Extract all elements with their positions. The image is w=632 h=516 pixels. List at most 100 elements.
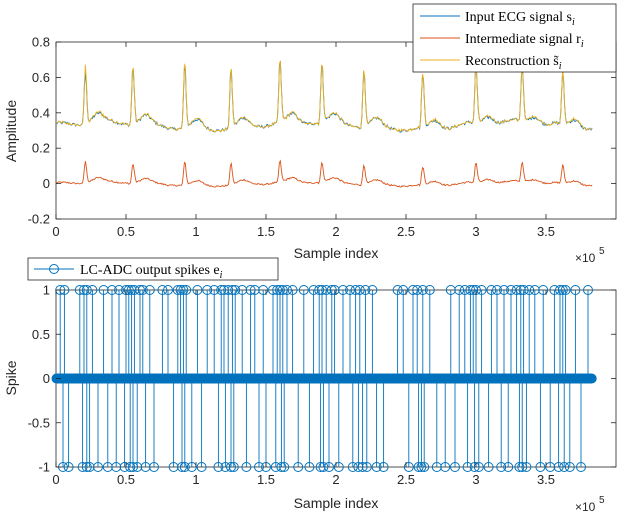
negative-spike-marker	[93, 462, 103, 472]
positive-spike-marker	[529, 285, 540, 295]
bottom-x-tick-label: 1	[192, 472, 199, 487]
top-y-tick-label: -0.2	[28, 212, 50, 227]
negative-spike-marker	[119, 462, 130, 472]
bottom-x-tick-label: 0.5	[117, 472, 135, 487]
bottom-legend: LC-ADC output spikes ei	[27, 257, 279, 281]
bottom-x-ticks: 0 0.5 1 1.5 2 2.5 3 3.5	[52, 290, 555, 487]
positive-spike-marker	[486, 285, 497, 295]
negative-spike-marker	[462, 462, 473, 472]
positive-spike-marker	[216, 285, 227, 295]
negative-spike-marker	[496, 462, 507, 472]
positive-spike-marker	[354, 285, 365, 295]
negative-spike-marker	[431, 462, 442, 472]
positive-spike-marker	[468, 285, 479, 295]
negative-spike-marker	[270, 462, 281, 472]
negative-spike-marker	[140, 462, 151, 472]
positive-spike-marker	[549, 285, 560, 295]
positive-spike-marker	[209, 285, 220, 295]
svg-text:LC-ADC output spikes ei: LC-ADC output spikes ei	[80, 263, 223, 281]
top-y-ticks: -0.2 0 0.2 0.4 0.6 0.8	[28, 35, 616, 227]
negative-spike-marker	[213, 462, 224, 472]
positive-spike-marker	[126, 285, 137, 295]
positive-spike-marker	[314, 285, 325, 295]
positive-spike-marker	[518, 285, 529, 295]
positive-spike-marker	[345, 285, 355, 295]
negative-spike-marker	[514, 462, 525, 472]
positive-spike-marker	[181, 285, 192, 295]
bottom-chart: -1 -0.5 0 0.5 1 0 0.5 1 1.5 2 2.5 3 3.5 Spike Sampl…	[3, 257, 617, 514]
negative-spike-marker	[371, 462, 382, 472]
bottom-y-tick-label: 0.5	[32, 327, 50, 342]
bottom-x-tick-label: 3.5	[537, 472, 555, 487]
top-x-axis-label: Sample index	[294, 245, 379, 261]
top-x-ticks: 0 0.5 1 1.5 2 2.5 3 3.5	[52, 42, 555, 239]
svg-text:×10: ×10	[575, 500, 596, 514]
positive-spike-marker	[237, 285, 248, 295]
legend-entry-reconstruction: Reconstruction s̃i	[420, 54, 562, 72]
positive-spike-marker	[282, 285, 292, 295]
negative-spike-marker	[254, 462, 264, 472]
negative-spike-marker	[81, 462, 92, 472]
positive-spike-marker	[249, 285, 260, 295]
negative-spike-marker	[450, 462, 460, 472]
top-y-axis-label: Amplitude	[3, 100, 19, 162]
positive-spike-marker	[123, 285, 134, 295]
positive-spike-marker	[454, 285, 465, 295]
negative-spike-marker	[84, 462, 95, 472]
positive-spike-marker	[202, 285, 213, 295]
top-chart: -0.200.20.40.60.8 0 0.5 1 1.5 2 2.5 3 3.5 Ampli…	[3, 3, 617, 265]
positive-spike-marker	[163, 285, 173, 295]
negative-spike-marker	[279, 462, 290, 472]
svg-text:×10: ×10	[575, 251, 596, 265]
bottom-y-axis-label: Spike	[3, 360, 19, 395]
negative-spike-marker	[276, 462, 287, 472]
legend-label-intermediate: Intermediate signal r	[465, 32, 581, 47]
bottom-y-tick-label: 0	[43, 371, 50, 386]
positive-spike-marker	[272, 285, 283, 295]
positive-spike-marker	[560, 285, 571, 295]
top-x-tick-label: 1.5	[257, 224, 275, 239]
negative-spike-marker	[132, 462, 143, 472]
positive-spike-marker	[275, 285, 285, 295]
legend-label-input: Input ECG signal s	[465, 10, 572, 25]
top-series-line-2	[55, 60, 593, 133]
positive-spike-marker	[329, 285, 340, 295]
positive-spike-marker	[129, 285, 140, 295]
positive-spike-marker	[367, 285, 378, 295]
positive-spike-marker	[392, 285, 403, 295]
legend-label-reconstruction: Reconstruction s̃	[465, 54, 559, 69]
negative-spike-marker	[111, 462, 122, 472]
top-x-tick-label: 2	[332, 224, 339, 239]
positive-spike-marker	[321, 285, 332, 295]
top-series-line-1	[55, 159, 593, 188]
negative-spike-marker	[413, 462, 424, 472]
negative-spike-marker	[535, 462, 546, 472]
negative-spike-marker	[503, 462, 514, 472]
positive-spike-marker	[107, 285, 117, 295]
positive-spike-marker	[515, 285, 526, 295]
top-y-tick-label: 0.6	[32, 70, 50, 85]
positive-spike-marker	[137, 285, 148, 295]
bottom-y-tick-label: -0.5	[28, 415, 50, 430]
negative-spike-marker	[559, 462, 570, 472]
positive-spike-marker	[445, 285, 456, 295]
negative-spike-marker	[304, 462, 315, 472]
negative-spike-marker	[564, 462, 575, 472]
bottom-legend-box	[27, 257, 279, 281]
positive-spike-marker	[114, 285, 124, 295]
svg-text:5: 5	[599, 495, 605, 506]
positive-spike-marker	[227, 285, 238, 295]
negative-spike-marker	[416, 462, 427, 472]
negative-spike-marker	[196, 462, 207, 472]
positive-spike-marker	[308, 285, 319, 295]
bottom-x-tick-label: 1.5	[257, 472, 275, 487]
positive-spike-marker	[230, 285, 241, 295]
negative-spike-marker	[483, 462, 494, 472]
positive-spike-marker	[465, 285, 476, 295]
legend-entry-intermediate: Intermediate signal ri	[420, 32, 584, 50]
negative-spike-marker	[403, 462, 414, 472]
top-x-tick-label: 3	[472, 224, 479, 239]
positive-spike-marker	[175, 285, 186, 295]
positive-spike-marker	[555, 285, 565, 295]
